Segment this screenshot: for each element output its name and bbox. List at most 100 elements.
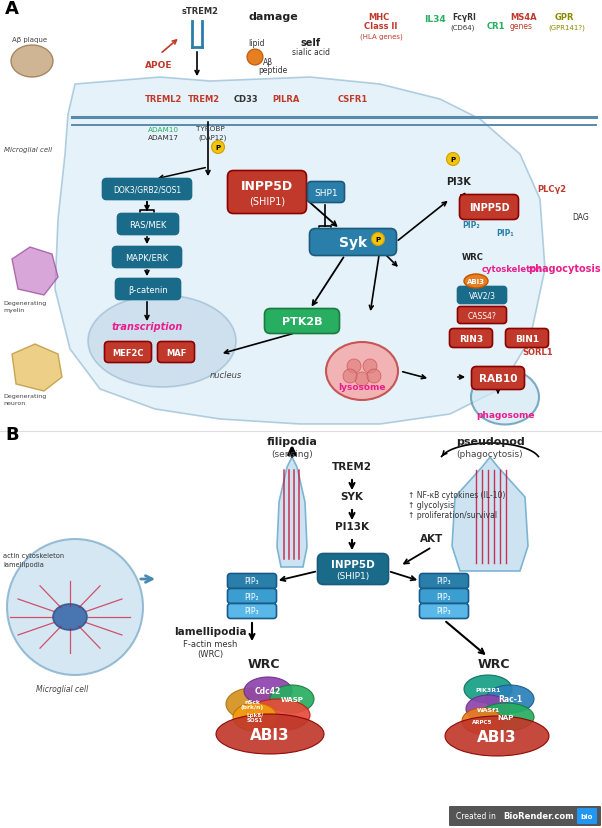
FancyBboxPatch shape bbox=[158, 342, 194, 363]
Text: filipodia: filipodia bbox=[267, 436, 317, 446]
Ellipse shape bbox=[464, 275, 488, 289]
FancyBboxPatch shape bbox=[309, 229, 397, 256]
Text: INPP5D: INPP5D bbox=[331, 560, 375, 570]
Ellipse shape bbox=[486, 686, 534, 713]
Text: RAB10: RAB10 bbox=[479, 373, 517, 383]
Ellipse shape bbox=[233, 703, 277, 731]
FancyBboxPatch shape bbox=[116, 279, 181, 300]
Text: WRC: WRC bbox=[478, 657, 510, 670]
Text: RAS/MEK: RAS/MEK bbox=[129, 220, 167, 229]
Text: PIP₃: PIP₃ bbox=[244, 607, 259, 616]
Text: WRC: WRC bbox=[462, 253, 484, 262]
Text: MHC: MHC bbox=[368, 13, 389, 22]
FancyBboxPatch shape bbox=[228, 574, 276, 589]
FancyBboxPatch shape bbox=[471, 367, 524, 390]
FancyBboxPatch shape bbox=[317, 554, 388, 585]
Text: TREM2: TREM2 bbox=[332, 461, 372, 471]
Circle shape bbox=[347, 359, 361, 373]
Text: ABI3: ABI3 bbox=[250, 727, 290, 742]
Ellipse shape bbox=[462, 708, 502, 734]
Polygon shape bbox=[277, 457, 307, 567]
Text: ABI3: ABI3 bbox=[477, 729, 517, 744]
Text: PIP₃: PIP₃ bbox=[436, 577, 452, 585]
Ellipse shape bbox=[246, 699, 310, 731]
Text: P: P bbox=[216, 145, 220, 151]
FancyBboxPatch shape bbox=[450, 329, 492, 348]
FancyBboxPatch shape bbox=[228, 604, 276, 619]
Circle shape bbox=[367, 369, 381, 383]
Text: SYK: SYK bbox=[341, 491, 364, 502]
Text: ADAM10: ADAM10 bbox=[148, 127, 179, 132]
Text: Microglial cell: Microglial cell bbox=[4, 147, 52, 153]
Text: pseudopod: pseudopod bbox=[456, 436, 524, 446]
Text: Created in: Created in bbox=[456, 811, 496, 821]
FancyBboxPatch shape bbox=[228, 171, 306, 214]
Text: TREML2: TREML2 bbox=[145, 95, 182, 104]
Text: ↑ proliferation/survival: ↑ proliferation/survival bbox=[408, 510, 497, 519]
Text: PIK3R1: PIK3R1 bbox=[475, 686, 501, 691]
Polygon shape bbox=[55, 78, 545, 425]
Text: PIP₂: PIP₂ bbox=[436, 592, 452, 601]
Ellipse shape bbox=[464, 675, 512, 703]
Text: BioRender.com: BioRender.com bbox=[503, 811, 574, 821]
Text: PI3K: PI3K bbox=[446, 177, 471, 187]
Ellipse shape bbox=[478, 703, 534, 731]
Text: phagocytosis: phagocytosis bbox=[528, 263, 601, 274]
Circle shape bbox=[363, 359, 377, 373]
Circle shape bbox=[247, 50, 263, 66]
FancyBboxPatch shape bbox=[420, 589, 468, 604]
Text: CD33: CD33 bbox=[234, 95, 259, 104]
Text: Microglial cell: Microglial cell bbox=[36, 684, 88, 693]
FancyBboxPatch shape bbox=[506, 329, 548, 348]
Text: (SHIP1): (SHIP1) bbox=[337, 570, 370, 580]
Text: (CD64): (CD64) bbox=[450, 24, 474, 31]
Text: sTREM2: sTREM2 bbox=[182, 7, 219, 16]
Text: RIN3: RIN3 bbox=[459, 334, 483, 343]
Text: PI13K: PI13K bbox=[335, 522, 369, 532]
Text: MS4A: MS4A bbox=[510, 13, 536, 22]
Ellipse shape bbox=[466, 696, 510, 723]
Text: damage: damage bbox=[248, 12, 298, 22]
Text: TREM2: TREM2 bbox=[188, 95, 220, 104]
Text: INPP5D: INPP5D bbox=[241, 180, 293, 193]
Text: PIP₁: PIP₁ bbox=[496, 229, 514, 238]
FancyBboxPatch shape bbox=[420, 574, 468, 589]
Circle shape bbox=[371, 233, 385, 246]
Text: FcγRI: FcγRI bbox=[452, 13, 476, 22]
FancyBboxPatch shape bbox=[449, 806, 601, 826]
Text: Cdc42: Cdc42 bbox=[255, 686, 281, 696]
Text: (SHIP1): (SHIP1) bbox=[249, 196, 285, 206]
Text: CSFR1: CSFR1 bbox=[338, 95, 368, 104]
Polygon shape bbox=[12, 248, 58, 296]
Text: CR1: CR1 bbox=[487, 22, 506, 31]
FancyBboxPatch shape bbox=[459, 195, 518, 220]
Text: PLCγ2: PLCγ2 bbox=[537, 185, 566, 194]
Text: MAF: MAF bbox=[166, 348, 186, 357]
Text: B: B bbox=[5, 426, 19, 444]
Text: SORL1: SORL1 bbox=[522, 348, 553, 357]
Text: Degenerating: Degenerating bbox=[3, 393, 46, 398]
Text: neuron: neuron bbox=[3, 401, 25, 406]
Text: WRC: WRC bbox=[248, 657, 281, 670]
Ellipse shape bbox=[53, 604, 87, 630]
Text: WASP: WASP bbox=[281, 696, 303, 702]
Text: lysosome: lysosome bbox=[338, 383, 386, 392]
Text: P: P bbox=[450, 156, 456, 163]
Ellipse shape bbox=[216, 714, 324, 754]
Text: Aβ: Aβ bbox=[263, 58, 273, 67]
Text: nucleus: nucleus bbox=[210, 371, 242, 379]
Circle shape bbox=[211, 142, 225, 154]
Text: WASf1: WASf1 bbox=[476, 706, 500, 711]
FancyBboxPatch shape bbox=[308, 182, 344, 203]
Text: NAP: NAP bbox=[498, 714, 514, 720]
Ellipse shape bbox=[11, 46, 53, 78]
Text: AKT: AKT bbox=[420, 533, 444, 543]
Polygon shape bbox=[12, 344, 62, 392]
FancyBboxPatch shape bbox=[102, 180, 191, 200]
Circle shape bbox=[343, 369, 357, 383]
Text: (phagocytosis): (phagocytosis) bbox=[457, 450, 523, 459]
Text: MEF2C: MEF2C bbox=[112, 348, 144, 357]
Text: ARPC5: ARPC5 bbox=[472, 719, 492, 724]
Text: A: A bbox=[5, 0, 19, 18]
Circle shape bbox=[447, 153, 459, 166]
